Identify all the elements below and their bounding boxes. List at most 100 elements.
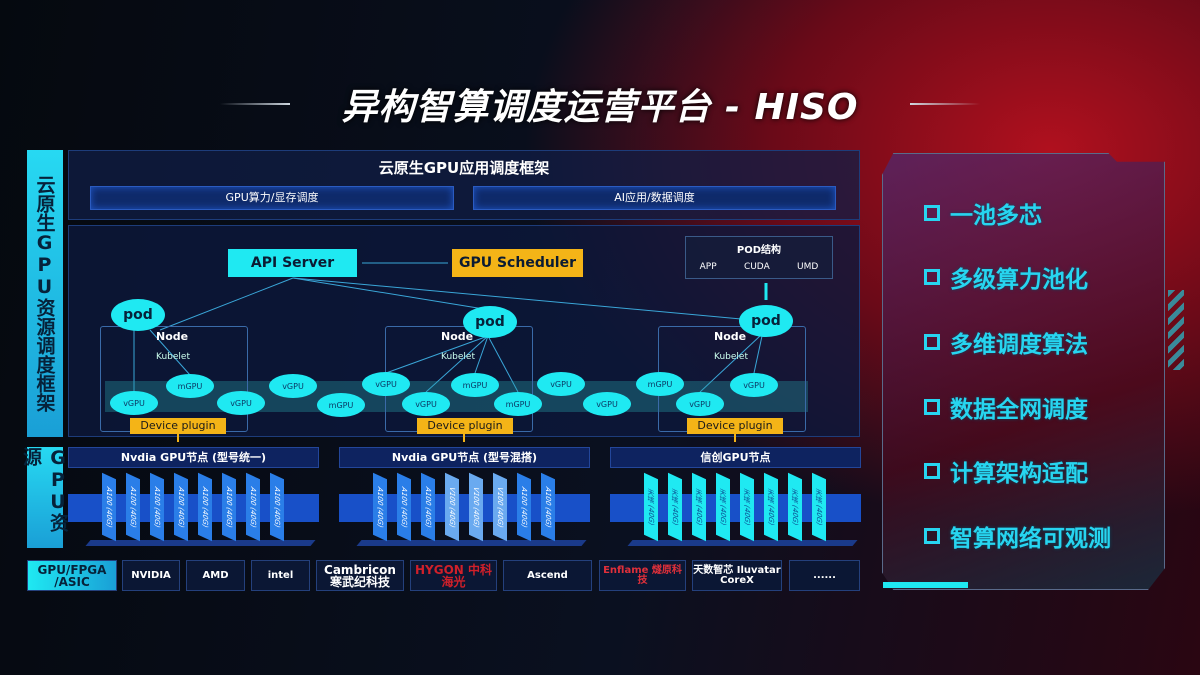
panel-stripes (1168, 290, 1184, 370)
gpu-card: V100 (40G) (493, 472, 507, 542)
checkbox-icon (924, 528, 940, 544)
more-vendors: ...... (789, 560, 860, 591)
checkbox-icon (924, 463, 940, 479)
device-plugin-label: Device plugin (130, 418, 226, 434)
node-label: Node (156, 330, 189, 343)
kubelet-label: Kubelet (441, 352, 475, 362)
gpu-node-base (356, 540, 587, 546)
gpu-card: 天垓 (40G) (788, 472, 802, 542)
checkbox-icon (924, 399, 940, 415)
mgpu-unit: mGPU (451, 373, 499, 397)
device-plugin-label: Device plugin (417, 418, 513, 434)
gpu-card: A100 (40G) (517, 472, 531, 542)
app-framework-title: 云原生GPU应用调度框架 (378, 159, 550, 177)
vgpu-unit: vGPU (676, 392, 724, 416)
checkbox-icon (924, 205, 940, 221)
page-title: 异构智算调度运营平台 - HISO (341, 87, 859, 128)
amd-logo: AMD (186, 560, 245, 591)
pod-umd: UMD (797, 262, 819, 272)
pod-structure-title: POD结构 (736, 245, 782, 256)
pod-ellipse: pod (739, 305, 793, 337)
vgpu-unit: vGPU (269, 374, 317, 398)
mgpu-unit: mGPU (317, 393, 365, 417)
mgpu-unit: mGPU (494, 392, 542, 416)
gpu-card: 天垓 (40G) (740, 472, 754, 542)
hygon-logo: HYGON 中科海光 (410, 560, 497, 591)
iluvatar-logo: 天数智芯 Iluvatar CoreX (692, 560, 782, 591)
gpu-card: A100 (40G) (198, 472, 212, 542)
vgpu-unit: vGPU (402, 392, 450, 416)
mgpu-unit: mGPU (636, 372, 684, 396)
checkbox-icon (924, 269, 940, 285)
pod-ellipse: pod (111, 299, 165, 331)
gpu-card: 天垓 (40G) (812, 472, 826, 542)
gpu-card: A100 (40G) (541, 472, 555, 542)
gpu-card: A100 (40G) (373, 472, 387, 542)
api-server-box: API Server (228, 249, 357, 277)
pod-ellipse: pod (463, 306, 517, 338)
gpu-node-header: 信创GPU节点 (610, 447, 861, 468)
feature-item: 计算架构适配 (924, 454, 1088, 488)
pod-app: APP (699, 262, 717, 272)
gpu-card: A100 (40G) (397, 472, 411, 542)
gpu-card: 天垓 (40G) (716, 472, 730, 542)
feature-label: 智算网络可观测 (950, 526, 1111, 552)
pod-cuda: CUDA (743, 262, 770, 272)
kubelet-label: Kubelet (714, 352, 748, 362)
gpu-scheduler-box: GPU Scheduler (452, 249, 583, 277)
nvidia-logo: NVIDIA (122, 560, 180, 591)
vgpu-unit: vGPU (583, 392, 631, 416)
enflame-logo: Enflame 燧原科技 (599, 560, 686, 591)
gpu-card: A100 (40G) (126, 472, 140, 542)
intel-logo: intel (251, 560, 310, 591)
node-label: Node (714, 330, 747, 343)
gpu-compute-scheduling: GPU算力/显存调度 (90, 186, 454, 210)
title-deco-left (220, 103, 290, 105)
mgpu-unit: mGPU (166, 374, 214, 398)
checkbox-icon (924, 334, 940, 350)
vgpu-unit: vGPU (362, 372, 410, 396)
feature-item: 多维调度算法 (924, 325, 1088, 359)
feature-item: 多级算力池化 (924, 260, 1088, 294)
feature-item: 一池多芯 (924, 196, 1042, 230)
feature-label: 计算架构适配 (950, 461, 1088, 487)
ascend-logo: Ascend (503, 560, 592, 591)
gpu-card: 天垓 (40G) (644, 472, 658, 542)
kubelet-label: Kubelet (156, 352, 190, 362)
vgpu-unit: vGPU (217, 391, 265, 415)
gpu-card: 天垓 (40G) (692, 472, 706, 542)
feature-panel (882, 153, 1165, 590)
feature-label: 多级算力池化 (950, 267, 1088, 293)
ai-data-scheduling: AI应用/数据调度 (473, 186, 836, 210)
gpu-card: 天垓 (40G) (764, 472, 778, 542)
vgpu-unit: vGPU (730, 373, 778, 397)
gpu-node-header: Nvdia GPU节点 (型号混搭) (339, 447, 590, 468)
gpu-node-base (627, 540, 858, 546)
feature-item: 智算网络可观测 (924, 519, 1111, 553)
feature-item: 数据全网调度 (924, 390, 1088, 424)
feature-label: 数据全网调度 (950, 397, 1088, 423)
gpu-card: 天垓 (40G) (668, 472, 682, 542)
feature-label: 一池多芯 (950, 203, 1042, 229)
gpu-node-base (85, 540, 316, 546)
pod-structure-box: POD结构 APP CUDA UMD (685, 236, 833, 279)
vgpu-unit: vGPU (537, 372, 585, 396)
gpu-node-header: Nvdia GPU节点 (型号统一) (68, 447, 319, 468)
vgpu-unit: vGPU (110, 391, 158, 415)
side-label-framework: 云原生GPU资源调度框架 (27, 150, 63, 437)
gpu-card: A100 (40G) (102, 472, 116, 542)
gpu-card: A100 (40G) (222, 472, 236, 542)
device-plugin-label: Device plugin (687, 418, 783, 434)
app-framework-panel: 云原生GPU应用调度框架 (68, 150, 860, 220)
gpu-card: V100 (40G) (469, 472, 483, 542)
cambricon-logo: Cambricon 寒武纪科技 (316, 560, 404, 591)
gpu-card: A100 (40G) (270, 472, 284, 542)
vendor-label: GPU/FPGA /ASIC (27, 560, 117, 591)
gpu-card: A100 (40G) (174, 472, 188, 542)
feature-label: 多维调度算法 (950, 332, 1088, 358)
gpu-card: A100 (40G) (150, 472, 164, 542)
gpu-card: A100 (40G) (421, 472, 435, 542)
gpu-card: V100 (40G) (445, 472, 459, 542)
gpu-card: A100 (40G) (246, 472, 260, 542)
